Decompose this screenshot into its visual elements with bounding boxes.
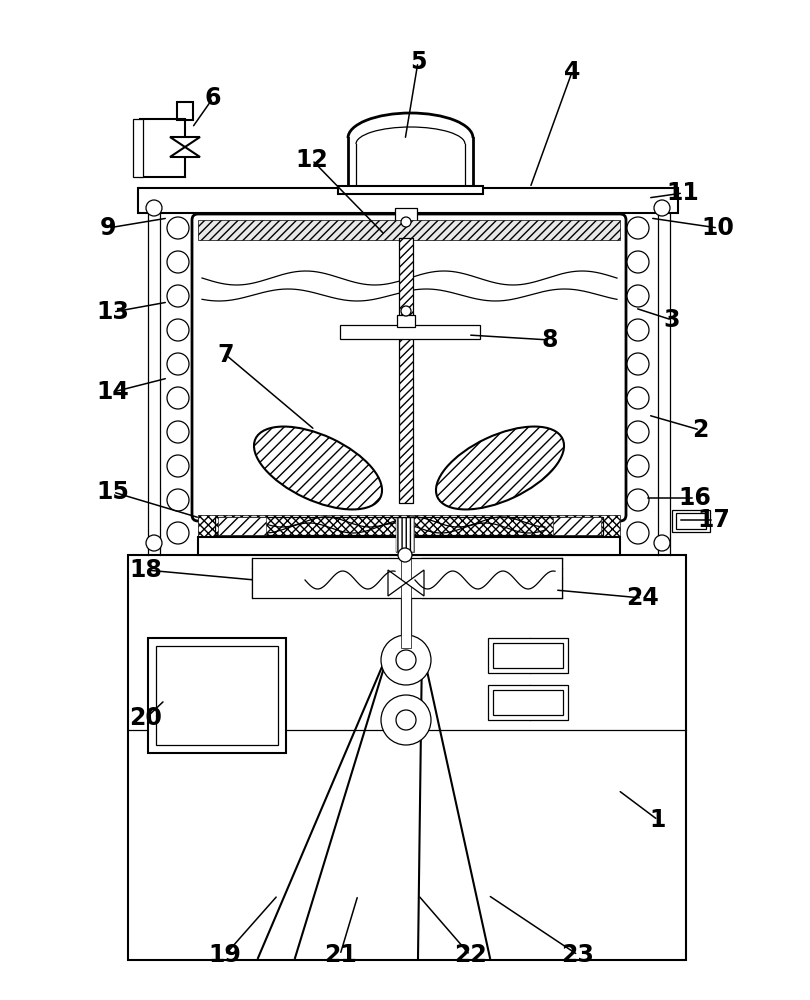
Circle shape (627, 421, 649, 443)
Text: 20: 20 (130, 706, 163, 730)
Bar (252, 558, 562, 598)
Bar (488, 638, 568, 673)
Circle shape (627, 319, 649, 341)
Text: 17: 17 (697, 508, 731, 532)
Bar (138, 188, 678, 213)
Text: 11: 11 (667, 181, 699, 205)
Polygon shape (170, 137, 200, 147)
Circle shape (146, 200, 162, 216)
Text: 1: 1 (650, 808, 666, 832)
Text: 7: 7 (218, 343, 234, 367)
Bar (128, 555, 686, 960)
Circle shape (627, 353, 649, 375)
Bar (338, 186, 483, 194)
Circle shape (167, 217, 189, 239)
Text: 24: 24 (625, 586, 659, 610)
Circle shape (627, 285, 649, 307)
Text: 2: 2 (692, 418, 708, 442)
Bar (156, 646, 278, 745)
Bar (553, 517, 601, 535)
Circle shape (167, 319, 189, 341)
Text: 15: 15 (96, 480, 130, 504)
Circle shape (167, 285, 189, 307)
Text: 16: 16 (679, 486, 711, 510)
Circle shape (167, 251, 189, 273)
Polygon shape (170, 147, 200, 157)
Bar (399, 238, 413, 503)
Circle shape (627, 251, 649, 273)
Bar (395, 208, 417, 222)
Bar (198, 537, 620, 555)
Bar (177, 102, 193, 120)
Bar (401, 558, 411, 648)
Bar (493, 643, 563, 668)
Circle shape (167, 455, 189, 477)
Ellipse shape (254, 427, 382, 509)
Circle shape (654, 535, 670, 551)
Bar (672, 510, 710, 532)
Circle shape (167, 489, 189, 511)
Bar (397, 315, 415, 327)
Circle shape (401, 217, 411, 227)
Bar (493, 690, 563, 715)
Text: 14: 14 (96, 380, 130, 404)
Circle shape (627, 217, 649, 239)
Text: 19: 19 (208, 943, 241, 967)
Circle shape (398, 548, 412, 562)
Bar (133, 119, 143, 177)
Circle shape (396, 710, 416, 730)
Bar (399, 238, 413, 503)
Text: 10: 10 (701, 216, 735, 240)
Text: 23: 23 (561, 943, 595, 967)
Circle shape (627, 455, 649, 477)
Text: 18: 18 (130, 558, 163, 582)
Circle shape (381, 695, 431, 745)
Bar (488, 685, 568, 720)
Text: 21: 21 (324, 943, 356, 967)
FancyBboxPatch shape (192, 214, 626, 521)
Circle shape (167, 421, 189, 443)
Circle shape (167, 522, 189, 544)
Circle shape (401, 306, 411, 316)
Circle shape (381, 635, 431, 685)
Text: 6: 6 (205, 86, 221, 110)
Text: 3: 3 (663, 308, 680, 332)
Bar (198, 220, 620, 240)
Circle shape (627, 387, 649, 409)
Circle shape (396, 650, 416, 670)
Text: 8: 8 (542, 328, 558, 352)
Circle shape (167, 387, 189, 409)
Bar (148, 638, 286, 753)
Circle shape (167, 353, 189, 375)
Ellipse shape (436, 427, 564, 509)
Text: 22: 22 (454, 943, 486, 967)
Text: 13: 13 (96, 300, 130, 324)
Text: 9: 9 (100, 216, 117, 240)
Text: 4: 4 (564, 60, 580, 84)
Circle shape (627, 522, 649, 544)
Bar (396, 518, 414, 552)
Text: 5: 5 (410, 50, 426, 74)
Bar (340, 325, 480, 339)
Bar (218, 517, 266, 535)
Bar (132, 559, 682, 956)
Bar (396, 518, 414, 552)
Bar (198, 515, 620, 537)
Circle shape (627, 489, 649, 511)
Polygon shape (388, 570, 424, 596)
Circle shape (146, 535, 162, 551)
Text: 12: 12 (296, 148, 328, 172)
Bar (215, 517, 603, 535)
Circle shape (654, 200, 670, 216)
Bar (676, 513, 706, 529)
